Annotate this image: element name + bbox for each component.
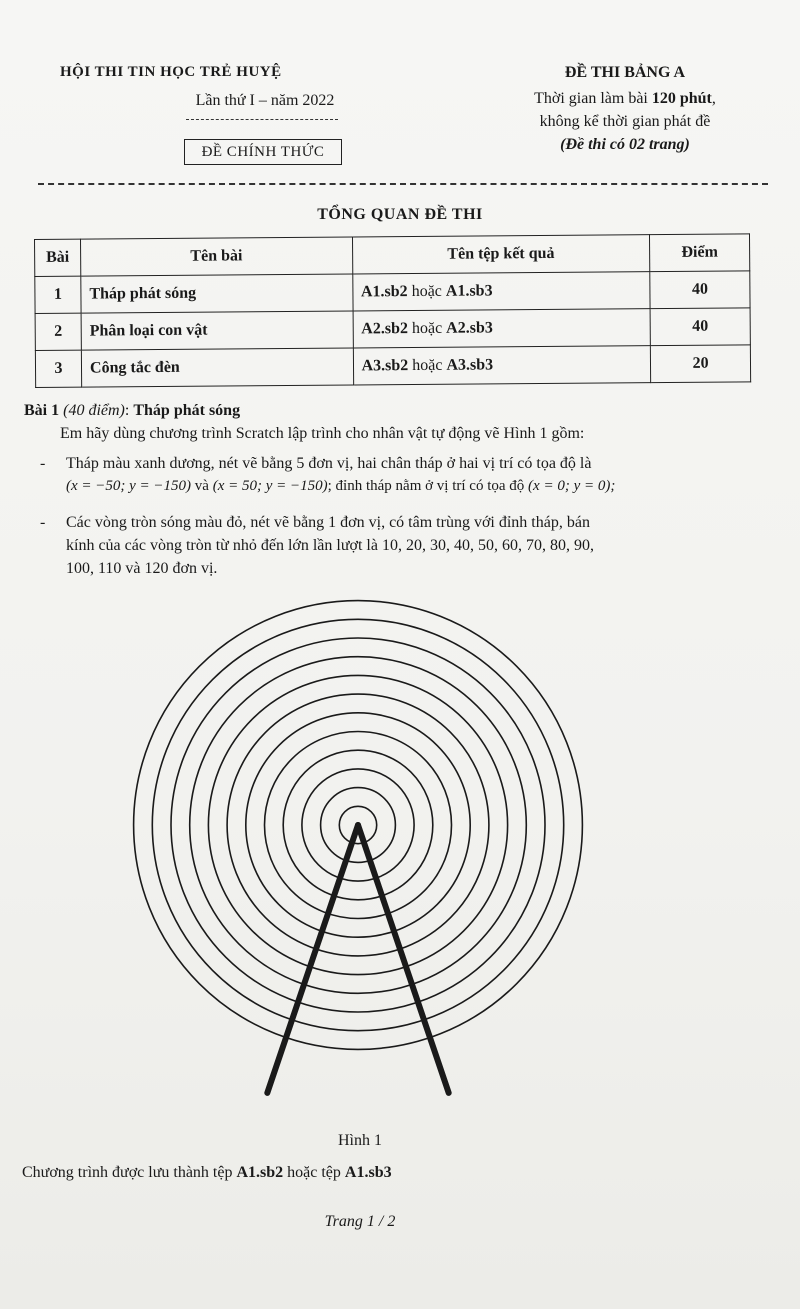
header-divider (186, 119, 338, 120)
bullet-circles: - Các vòng tròn sóng màu đỏ, nét vẽ bằng … (40, 514, 594, 577)
wave-circle (263, 730, 453, 920)
row-score: 40 (650, 307, 751, 346)
problem-1-heading: Bài 1 (40 điểm): Tháp phát sóng (24, 402, 241, 419)
table-row: 1 Tháp phát sóng A1.sb2 hoặc A1.sb3 40 (34, 270, 751, 314)
col-header-file: Tên tệp kết quả (352, 234, 650, 275)
row-number: 2 (35, 313, 82, 351)
wave-circle (338, 805, 378, 845)
row-file: A1.sb2 hoặc A1.sb3 (352, 271, 651, 311)
exam-duration: Thời gian làm bài 120 phút, (480, 90, 770, 108)
wave-circle (207, 674, 509, 976)
col-header-name: Tên bài (80, 237, 353, 277)
row-score: 40 (649, 270, 751, 309)
wave-circle (226, 693, 490, 957)
col-header-bai: Bài (34, 239, 81, 277)
exam-title: ĐỀ THI BẢNG A (564, 64, 686, 81)
duration-suffix: , (711, 90, 716, 107)
wave-circle (319, 786, 397, 864)
row-file: A3.sb2 hoặc A3.sb3 (352, 345, 651, 385)
row-name: Tháp phát sóng (80, 274, 353, 314)
col-header-score: Điểm (649, 233, 750, 272)
wave-circle (188, 655, 528, 995)
tower-left-leg (264, 822, 361, 1096)
row-name: Công tắc đèn (81, 347, 354, 388)
wave-circle (245, 712, 471, 938)
row-name: Phân loại con vật (81, 310, 353, 351)
row-file: A2.sb2 hoặc A2.sb3 (352, 308, 651, 348)
wave-circle (132, 599, 584, 1051)
row-number: 3 (35, 350, 82, 388)
row-number: 1 (34, 276, 82, 314)
page-count-note: (Đề thi có 02 trang) (560, 136, 690, 153)
save-instruction: Chương trình được lưu thành tệp A1.sb2 h… (22, 1164, 392, 1181)
table-header-row: Bài Tên bài Tên tệp kết quả Điểm (34, 233, 750, 277)
wave-circle (301, 768, 415, 882)
table-row: 2 Phân loại con vật A2.sb2 hoặc A2.sb3 4… (35, 307, 751, 351)
wave-circle (282, 749, 434, 901)
official-stamp: ĐỀ CHÍNH THỨC (184, 139, 342, 165)
contest-round: Lần thứ I – năm 2022 (195, 92, 335, 109)
wave-circle (151, 618, 565, 1032)
section-divider (38, 183, 768, 185)
page-number: Trang 1 / 2 (324, 1213, 396, 1230)
problem-1-intro: Em hãy dùng chương trình Scratch lập trì… (60, 425, 585, 442)
row-score: 20 (650, 344, 751, 383)
wave-circle (170, 637, 546, 1013)
tower-right-leg (355, 822, 452, 1096)
duration-note: không kể thời gian phát đề (539, 113, 711, 130)
organizer-name: HỘI THI TIN HỌC TRẺ HUYỆ (60, 64, 282, 80)
overview-table: Bài Tên bài Tên tệp kết quả Điểm 1 Tháp … (34, 233, 751, 388)
table-row: 3 Công tắc đèn A3.sb2 hoặc A3.sb3 20 (35, 344, 751, 388)
figure-caption: Hình 1 (338, 1132, 382, 1149)
bullet-tower: - Tháp màu xanh dương, nét vẽ bằng 5 đơn … (40, 455, 616, 494)
duration-value: 120 phút (651, 90, 712, 107)
overview-title: TỔNG QUAN ĐỀ THI (317, 206, 483, 223)
tower-figure (132, 599, 584, 1096)
duration-prefix: Thời gian làm bài (534, 90, 652, 107)
